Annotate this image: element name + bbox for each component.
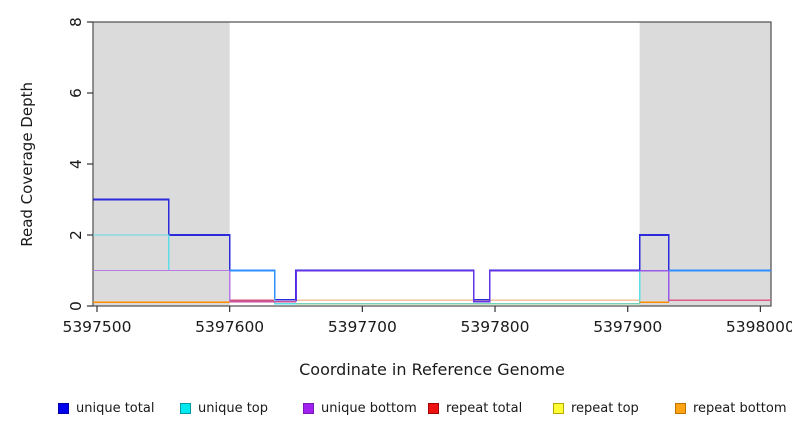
x-tick-label: 5397700 xyxy=(328,318,397,336)
y-tick-label: 0 xyxy=(67,301,85,311)
y-axis-title: Read Coverage Depth xyxy=(18,81,36,247)
left-gray-band xyxy=(93,22,230,306)
y-tick-label: 2 xyxy=(67,230,85,240)
right-gray-band xyxy=(639,22,771,306)
x-tick-label: 5397900 xyxy=(593,318,662,336)
x-tick-label: 5397500 xyxy=(62,318,131,336)
series-path-unique-blend-dodger-left xyxy=(229,269,276,300)
x-tick-label: 5397600 xyxy=(195,318,264,336)
series-path-unique-bottom-mid xyxy=(295,269,640,303)
x-tick-label: 5397800 xyxy=(461,318,530,336)
y-tick-label: 8 xyxy=(67,17,85,27)
y-tick-label: 6 xyxy=(67,88,85,98)
y-tick-label: 4 xyxy=(67,159,85,169)
x-axis-title: Coordinate in Reference Genome xyxy=(299,360,565,379)
x-tick-label: 5398000 xyxy=(726,318,792,336)
y-axis-title-wrap: Read Coverage Depth xyxy=(14,22,40,306)
